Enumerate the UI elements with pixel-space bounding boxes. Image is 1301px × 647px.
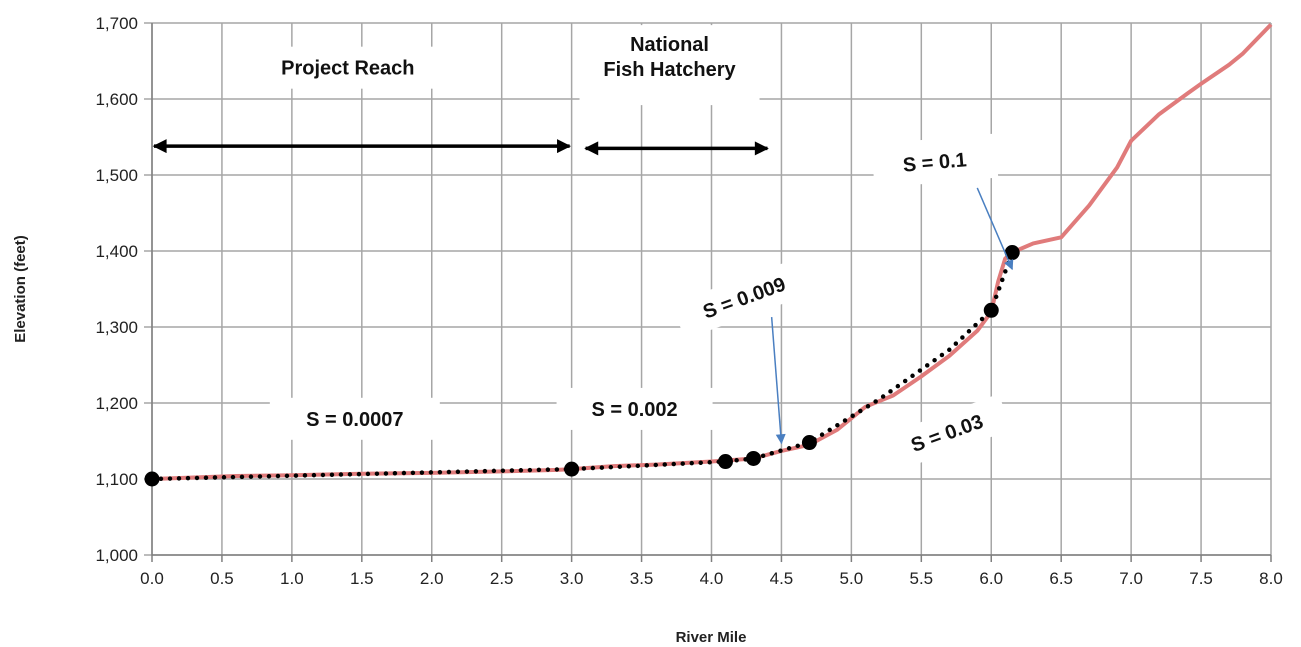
x-tick-label: 8.0 [1259, 569, 1283, 588]
data-point-marker [1004, 245, 1020, 261]
data-point-marker [717, 454, 733, 470]
annotations-layer: Project Reach National Fish Hatchery S = 0.… [152, 25, 1014, 472]
markers-layer [144, 245, 1020, 487]
slope-label-1-group: S = 0.1 [870, 133, 999, 189]
data-point-marker [144, 471, 160, 487]
x-tick-label: 2.0 [420, 569, 444, 588]
y-axis-title: Elevation (feet) [12, 235, 29, 343]
label-background [870, 133, 999, 189]
slope-009-pointer-arrow [770, 317, 786, 445]
y-tick-label: 1,400 [95, 242, 138, 261]
hatchery-label-line-1: National [630, 34, 709, 56]
series-line-fit [149, 250, 1015, 482]
y-tick-label: 1,600 [95, 90, 138, 109]
data-point-marker [801, 435, 817, 451]
x-tick-label: 3.0 [560, 569, 584, 588]
data-point-marker [745, 450, 761, 466]
data-point-marker [983, 302, 999, 318]
slope-label-002: S = 0.002 [591, 399, 677, 421]
hatchery-label-line-2: Fish Hatchery [603, 59, 736, 81]
series-line-profile [151, 23, 1273, 481]
y-tick-label: 1,200 [95, 394, 138, 413]
x-tick-label: 0.5 [210, 569, 234, 588]
axes [151, 23, 1272, 562]
label-background [556, 387, 713, 430]
project-reach-label: Project Reach [281, 58, 414, 80]
slope-1-pointer-arrow [976, 187, 1014, 271]
y-tick-label: 1,000 [95, 546, 138, 565]
data-point-marker [564, 461, 580, 477]
x-tick-label: 2.5 [490, 569, 514, 588]
y-tick-label: 1,700 [95, 14, 138, 33]
slope-label-03-group: S = 0.03 [882, 393, 1012, 472]
label-background [671, 255, 817, 340]
y-tick-label: 1,300 [95, 318, 138, 337]
slope-label-0007: S = 0.0007 [306, 409, 403, 431]
x-tick-label: 6.5 [1049, 569, 1073, 588]
tick-labels: 0.0 0.5 1.0 1.5 2.0 2.5 3.0 3.5 4.0 4.5 5.0 5.5 6.0 6… [95, 14, 1282, 588]
y-tick-label: 1,500 [95, 166, 138, 185]
x-tick-label: 1.5 [350, 569, 374, 588]
x-tick-label: 3.5 [630, 569, 654, 588]
x-tick-label: 1.0 [280, 569, 304, 588]
y-tick-label: 1,100 [95, 470, 138, 489]
x-tick-label: 4.0 [700, 569, 724, 588]
x-tick-label: 6.0 [979, 569, 1003, 588]
label-background [882, 393, 1012, 472]
x-tick-label: 4.5 [770, 569, 794, 588]
label-background [257, 46, 438, 89]
x-axis-title: River Mile [676, 629, 747, 646]
series-layer [149, 23, 1273, 482]
label-background [579, 25, 760, 106]
x-tick-label: 7.0 [1119, 569, 1143, 588]
label-background [269, 397, 440, 440]
x-tick-label: 0.0 [140, 569, 164, 588]
x-tick-label: 5.0 [840, 569, 864, 588]
x-tick-label: 5.5 [909, 569, 933, 588]
x-tick-label: 7.5 [1189, 569, 1213, 588]
